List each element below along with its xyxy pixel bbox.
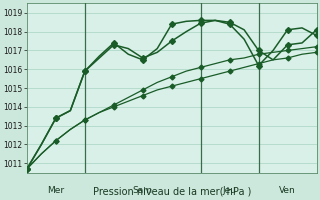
Text: Ven: Ven [279,186,296,195]
Text: Sam: Sam [133,186,153,195]
X-axis label: Pression niveau de la mer( hPa ): Pression niveau de la mer( hPa ) [92,187,251,197]
Text: Mer: Mer [47,186,64,195]
Text: Jeu: Jeu [223,186,236,195]
